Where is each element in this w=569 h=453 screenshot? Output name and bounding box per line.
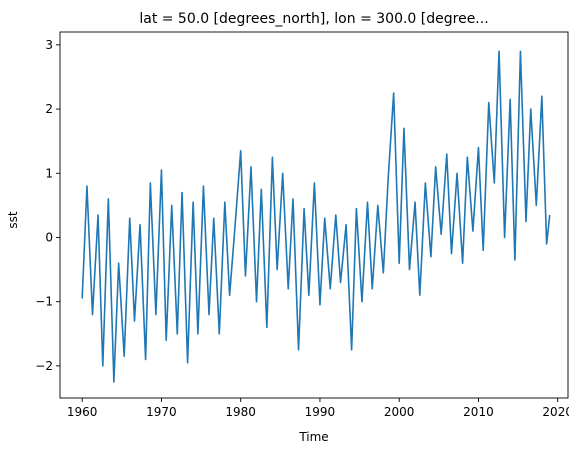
y-tick-label-0: −2 bbox=[35, 359, 53, 373]
x-tick-label-3: 1990 bbox=[305, 405, 336, 419]
x-axis-title: Time bbox=[298, 430, 328, 444]
y-tick-label-2: 0 bbox=[45, 230, 53, 244]
x-tick-label-0: 1960 bbox=[67, 405, 98, 419]
series-line-0 bbox=[81, 50, 551, 383]
y-tick-label-4: 2 bbox=[45, 102, 53, 116]
y-tick-label-5: 3 bbox=[45, 38, 53, 52]
x-tick-label-5: 2010 bbox=[463, 405, 494, 419]
axes-frame bbox=[59, 31, 569, 399]
x-tick-label-1: 1970 bbox=[146, 405, 177, 419]
y-axis-title: sst bbox=[6, 211, 20, 229]
x-tick-label-6: 2020 bbox=[542, 405, 569, 419]
plot-area: 1960 1970 1980 1990 2000 2010 2020 −2 −1 0 1 2 3 bbox=[35, 31, 569, 419]
y-tick-label-1: −1 bbox=[35, 295, 53, 309]
y-tick-label-3: 1 bbox=[45, 166, 53, 180]
x-tick-label-4: 2000 bbox=[384, 405, 415, 419]
x-tick-label-2: 1980 bbox=[225, 405, 256, 419]
chart-title: lat = 50.0 [degrees_north], lon = 300.0 … bbox=[139, 11, 488, 27]
